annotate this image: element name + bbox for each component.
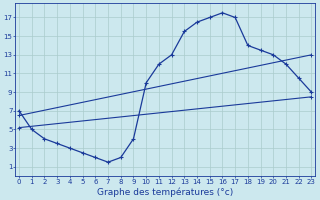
X-axis label: Graphe des températures (°c): Graphe des températures (°c): [97, 187, 233, 197]
